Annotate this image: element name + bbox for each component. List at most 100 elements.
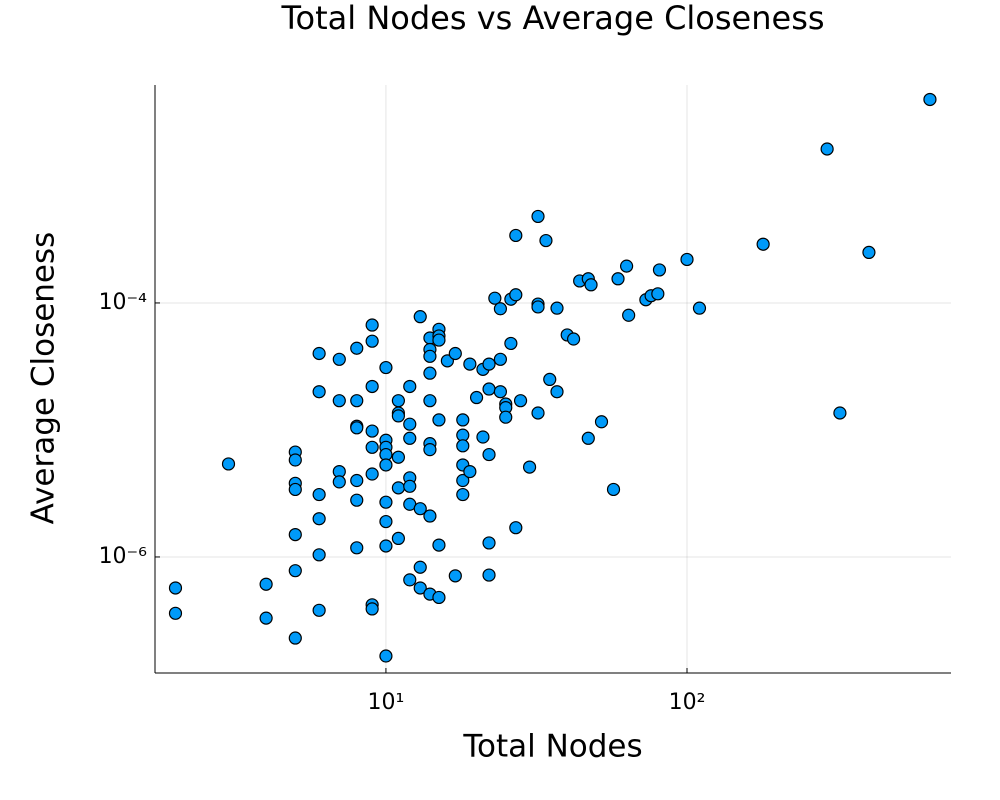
point bbox=[923, 92, 937, 107]
point bbox=[332, 394, 346, 408]
x-tick-label: 10² bbox=[669, 690, 706, 715]
point bbox=[456, 413, 470, 427]
point bbox=[606, 482, 621, 497]
point bbox=[463, 357, 477, 371]
point bbox=[312, 346, 326, 361]
point bbox=[350, 473, 364, 488]
point bbox=[504, 336, 518, 351]
point bbox=[522, 460, 537, 474]
point bbox=[365, 334, 379, 348]
point bbox=[350, 394, 364, 408]
y-axis-label: Average Closeness bbox=[26, 232, 62, 525]
point bbox=[692, 301, 707, 315]
point bbox=[391, 481, 405, 495]
y-tick-label: 10⁻⁶ bbox=[99, 544, 148, 569]
point bbox=[652, 263, 667, 277]
point bbox=[350, 493, 364, 507]
point bbox=[288, 453, 302, 467]
point bbox=[259, 577, 273, 591]
point bbox=[379, 360, 393, 375]
point bbox=[833, 406, 847, 420]
point bbox=[566, 332, 581, 346]
point bbox=[448, 346, 462, 361]
x-axis-label: Total Nodes bbox=[462, 729, 642, 765]
point bbox=[584, 278, 598, 292]
point bbox=[493, 302, 508, 316]
point bbox=[391, 409, 405, 423]
point bbox=[391, 531, 405, 546]
point bbox=[493, 352, 508, 366]
point bbox=[862, 245, 876, 260]
point bbox=[509, 288, 523, 302]
point bbox=[619, 259, 634, 273]
point bbox=[482, 536, 496, 550]
point bbox=[594, 415, 609, 429]
point bbox=[423, 394, 437, 408]
point bbox=[499, 410, 513, 424]
point bbox=[288, 482, 302, 497]
point bbox=[820, 142, 834, 156]
point bbox=[312, 487, 326, 502]
point bbox=[550, 385, 564, 399]
point bbox=[413, 560, 427, 574]
point bbox=[531, 300, 545, 314]
point bbox=[531, 209, 545, 224]
point bbox=[423, 349, 437, 363]
point bbox=[476, 430, 490, 444]
point bbox=[550, 301, 564, 315]
point bbox=[482, 447, 496, 462]
point bbox=[403, 479, 417, 493]
point bbox=[456, 487, 470, 502]
point bbox=[365, 440, 379, 454]
point bbox=[332, 352, 346, 366]
point bbox=[365, 467, 379, 481]
point bbox=[403, 417, 417, 431]
point bbox=[463, 464, 477, 479]
point bbox=[365, 602, 379, 616]
point bbox=[482, 568, 496, 582]
point bbox=[423, 509, 437, 523]
point bbox=[513, 394, 528, 408]
point bbox=[756, 237, 770, 251]
point bbox=[539, 233, 553, 248]
point bbox=[413, 310, 427, 324]
point bbox=[365, 318, 379, 332]
point bbox=[350, 341, 364, 355]
point bbox=[622, 308, 636, 322]
point bbox=[423, 366, 437, 380]
point bbox=[379, 458, 393, 472]
chart-title: Total Nodes vs Average Closeness bbox=[280, 0, 824, 37]
point bbox=[469, 390, 484, 405]
point bbox=[288, 527, 302, 542]
point bbox=[403, 431, 417, 445]
point bbox=[350, 421, 364, 435]
y-tick-label: 10⁻⁴ bbox=[99, 290, 148, 315]
point bbox=[403, 573, 417, 587]
point bbox=[611, 272, 625, 286]
point bbox=[391, 450, 405, 464]
point bbox=[168, 581, 183, 595]
point bbox=[432, 333, 446, 347]
point bbox=[312, 512, 326, 526]
point bbox=[379, 649, 393, 663]
point bbox=[288, 564, 302, 578]
point bbox=[651, 287, 665, 301]
point bbox=[581, 431, 595, 445]
point bbox=[456, 439, 470, 453]
point bbox=[482, 382, 496, 396]
point bbox=[413, 581, 427, 595]
point bbox=[448, 569, 462, 583]
point bbox=[332, 475, 346, 489]
point bbox=[312, 603, 326, 617]
point bbox=[432, 590, 446, 605]
point bbox=[482, 357, 496, 371]
point bbox=[379, 495, 393, 509]
point bbox=[379, 539, 393, 553]
point bbox=[432, 538, 446, 552]
point bbox=[350, 541, 364, 555]
point bbox=[509, 521, 523, 535]
point bbox=[413, 502, 427, 516]
point bbox=[288, 631, 302, 645]
point bbox=[403, 379, 417, 394]
